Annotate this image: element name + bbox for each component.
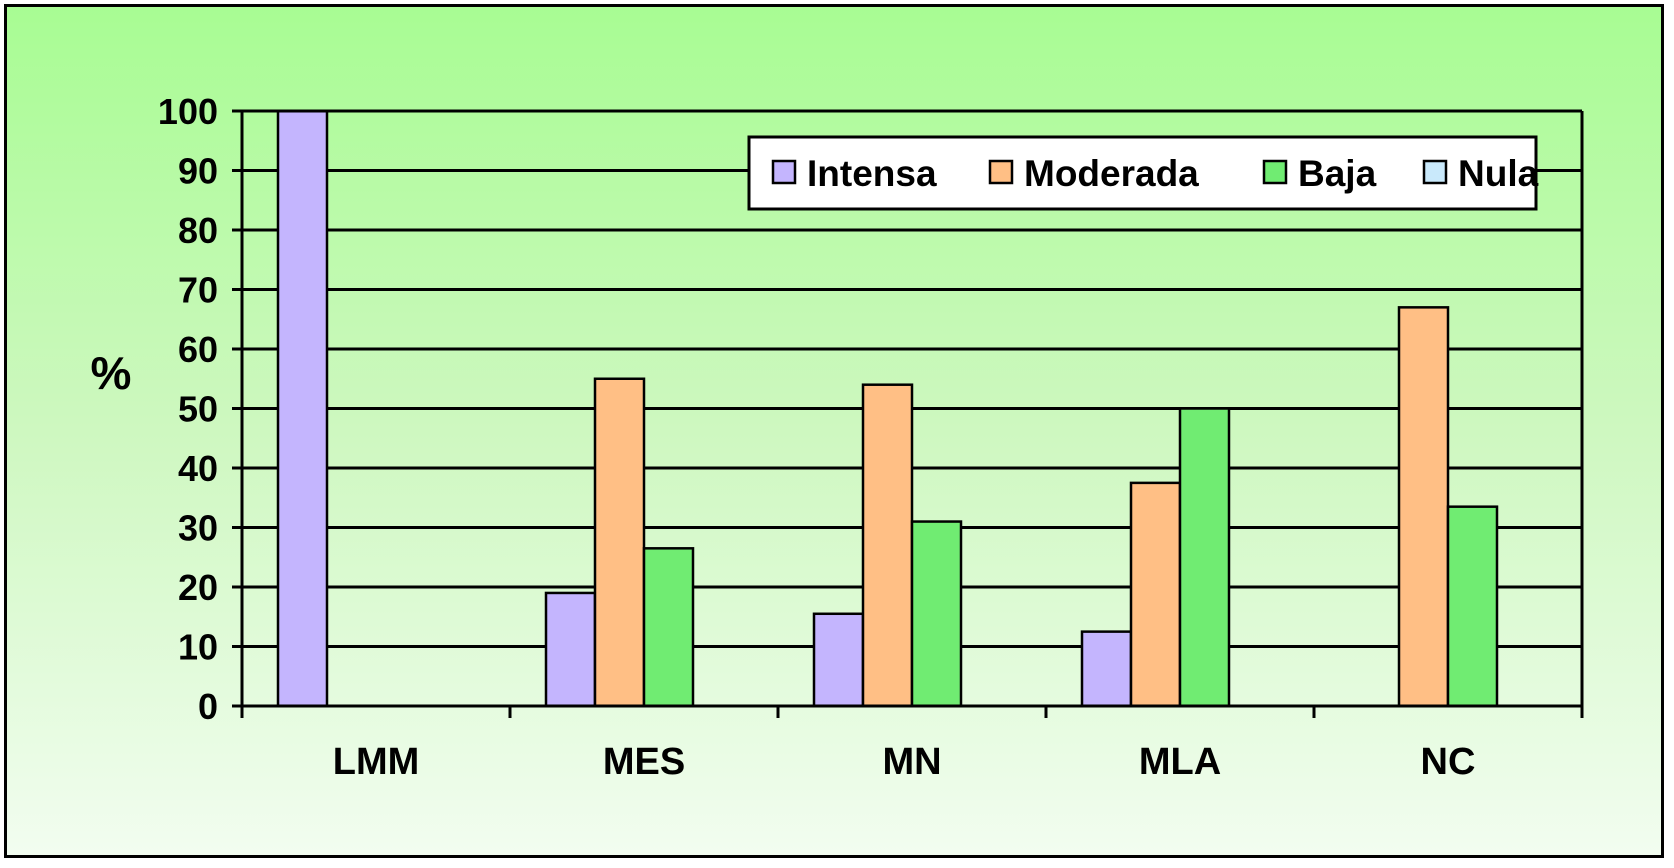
legend: Intensa Moderada Baja Nula [747,135,1539,211]
legend-label-intensa: Intensa [807,153,937,194]
y-tick-label: 80 [178,210,218,251]
x-category-label: MLA [1139,741,1221,783]
x-category-labels: LMM MES MN MLA NC [333,741,1476,783]
bars [276,109,1499,708]
y-tick-label: 60 [178,329,218,370]
bar-baja-mla [1178,407,1231,708]
bar-baja-nc [1446,505,1499,708]
y-tick-label: 10 [178,627,218,668]
legend-swatch-moderada [988,159,1014,185]
bar-intensa-mn [812,612,865,708]
bar-intensa-mes [544,591,597,708]
bar-intensa-lmm [276,109,329,708]
y-tick-label: 30 [178,508,218,549]
x-category-label: NC [1421,741,1476,783]
bar-chart: 0 10 20 30 40 50 60 70 80 90 100 LMM MES MN MLA NC % I… [91,91,1584,783]
y-tick-label: 90 [178,151,218,192]
y-tick-label: 20 [178,567,218,608]
x-category-label: MN [882,741,941,783]
bar-intensa-mla [1080,630,1133,708]
y-axis-label: % [91,347,132,399]
legend-label-baja: Baja [1298,153,1377,194]
bar-moderada-mes [593,377,646,708]
x-category-label: LMM [333,741,420,783]
chart-frame: 0 10 20 30 40 50 60 70 80 90 100 LMM MES MN MLA NC % I… [4,4,1664,858]
legend-label-moderada: Moderada [1024,153,1199,194]
bar-moderada-mla [1129,481,1182,708]
y-tick-labels: 0 10 20 30 40 50 60 70 80 90 100 [158,91,218,727]
y-tick-label: 0 [198,686,218,727]
bar-moderada-mn [861,383,914,708]
legend-label-nula: Nula [1458,153,1539,194]
y-tick-label: 100 [158,91,218,132]
bar-moderada-nc [1397,306,1450,708]
legend-box [747,135,1538,211]
y-tick-label: 70 [178,270,218,311]
bar-baja-mes [642,547,695,708]
legend-swatch-intensa [771,159,797,185]
legend-swatch-baja [1262,159,1288,185]
x-category-label: MES [603,741,685,783]
legend-swatch-nula [1422,159,1448,185]
axes [232,109,1584,718]
y-tick-label: 50 [178,389,218,430]
bar-baja-mn [910,520,963,708]
y-tick-label: 40 [178,448,218,489]
